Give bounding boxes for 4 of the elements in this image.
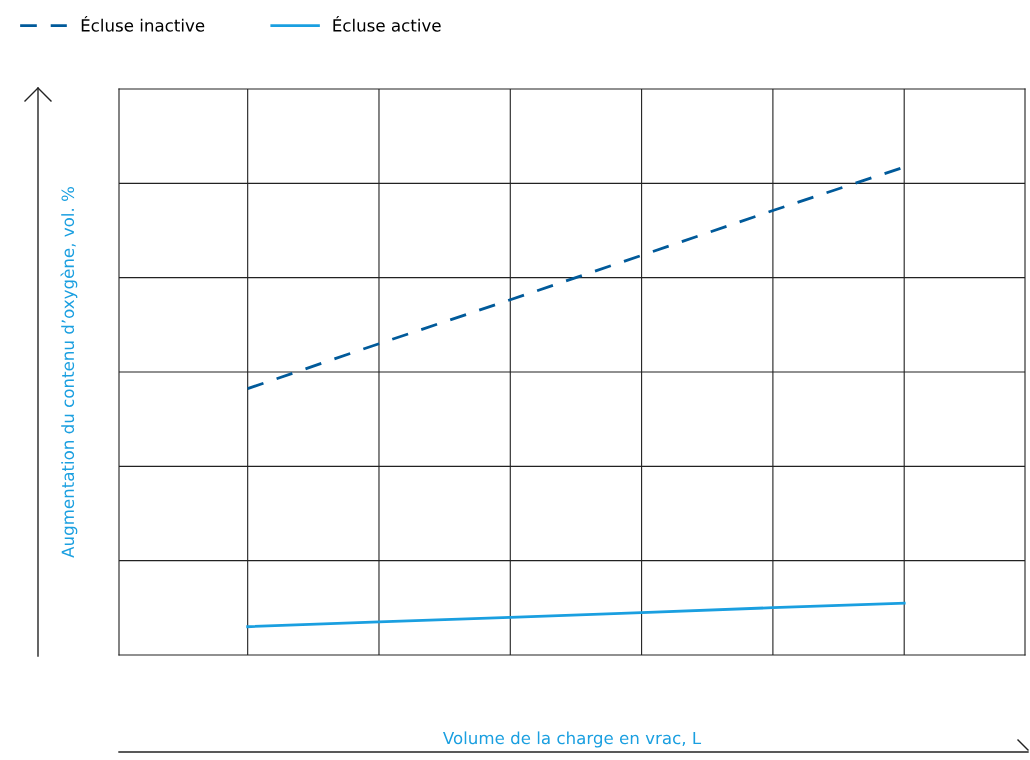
x-axis-title: Volume de la charge en vrac, L: [442, 731, 702, 748]
y-axis-title: Augmentation du contenu d’oxygène, vol. %: [60, 187, 78, 558]
legend-label: Écluse inactive: [81, 16, 205, 32]
legend-label: Écluse active: [333, 16, 441, 32]
